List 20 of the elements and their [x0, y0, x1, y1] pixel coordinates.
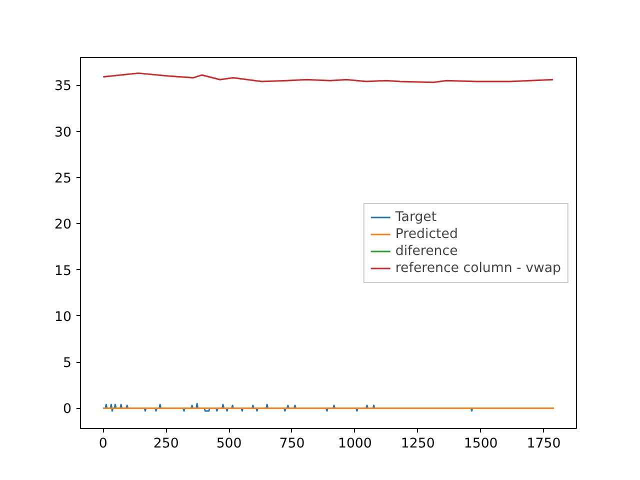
x-tick-label: 1750 [526, 436, 561, 452]
x-tick-label: 250 [153, 436, 179, 452]
y-tick-label: 35 [54, 79, 72, 94]
legend-label: diference [395, 244, 458, 258]
x-tick-label: 1000 [338, 436, 372, 452]
x-tick-label: 750 [279, 436, 305, 452]
y-tick-label: 20 [54, 218, 72, 233]
y-tick-label: 10 [54, 310, 72, 325]
y-tick-label: 30 [54, 125, 72, 140]
y-tick-label: 25 [54, 171, 72, 186]
y-tick-label: 15 [54, 264, 72, 279]
legend-label: Target [395, 210, 437, 224]
legend-label: reference column - vwap [395, 260, 561, 276]
y-tick-label: 0 [63, 402, 72, 418]
x-tick-label: 1250 [400, 436, 435, 452]
legend-label: Predicted [395, 226, 458, 242]
y-tick-label: 5 [63, 356, 72, 372]
x-tick-label: 1500 [464, 436, 498, 452]
x-tick-label: 0 [98, 436, 108, 452]
x-tick-label: 500 [216, 436, 242, 452]
